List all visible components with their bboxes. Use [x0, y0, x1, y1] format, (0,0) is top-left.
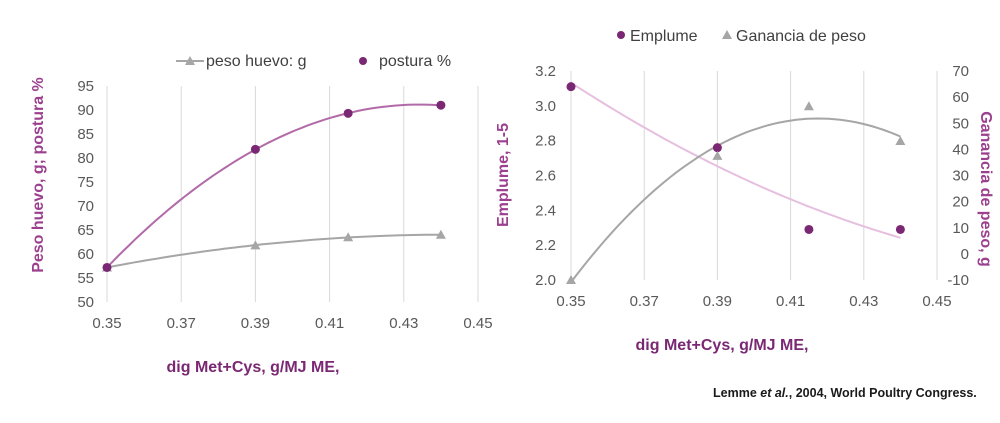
right-y2-tick-label: 60	[952, 89, 969, 106]
right-y-axis-title: Emplume, 1-5	[495, 123, 512, 227]
right-x-tick-label: 0.43	[849, 293, 878, 310]
left-y-tick-label: 90	[77, 102, 94, 119]
left-y-tick-label: 55	[77, 270, 94, 287]
right-y-tick-label: 2.4	[535, 202, 556, 219]
right-y-tick-label: 2.6	[535, 168, 556, 185]
right-y2-tick-labels: -10 0 10 20 30 40 50 60 70	[947, 63, 969, 289]
right-x-tick-label: 0.41	[776, 293, 805, 310]
legend-peso-huevo-triangle-icon	[185, 56, 195, 65]
right-chart: 0.35 0.37 0.39 0.41 0.43 0.45 2.0 2.2 2.4 2.6 2.8…	[495, 28, 994, 354]
left-data-point-triangle	[435, 229, 446, 239]
left-chart: 0.35 0.37 0.39 0.41 0.43 0.45 50 55 60 65 70 75 80 8…	[30, 53, 493, 376]
right-y2-tick-label: 30	[952, 168, 969, 185]
right-x-tick-label: 0.37	[630, 293, 659, 310]
left-y-tick-label: 95	[77, 78, 94, 95]
right-y-tick-label: 2.8	[535, 133, 556, 150]
left-data-point-triangle	[250, 240, 261, 250]
right-data-point-triangle	[712, 150, 723, 160]
right-data-point-triangle	[566, 275, 576, 284]
right-x-axis-title: dig Met+Cys, g/MJ ME,	[636, 337, 809, 354]
left-x-tick-label: 0.43	[389, 315, 418, 332]
right-y2-tick-label: 50	[952, 115, 969, 132]
left-data-point-triangle	[343, 232, 354, 242]
left-legend: peso huevo: g postura %	[176, 53, 451, 70]
right-y2-tick-label: 70	[952, 63, 969, 80]
left-markers	[102, 100, 446, 272]
left-y-axis-title: Peso huevo, g; postura %	[30, 77, 47, 273]
left-fit-line-1	[106, 103, 441, 269]
citation: Lemme et al., 2004, World Poultry Congre…	[713, 386, 977, 400]
left-x-tick-label: 0.41	[315, 315, 344, 332]
right-data-point-triangle	[895, 136, 906, 146]
right-x-tick-label: 0.45	[922, 293, 951, 310]
right-data-point-circle	[804, 224, 814, 234]
left-x-tick-labels: 0.35 0.37 0.39 0.41 0.43 0.45	[92, 315, 492, 332]
right-data-point-circle	[895, 224, 905, 234]
right-y-tick-label: 2.2	[535, 237, 556, 254]
right-y-tick-label: 2.0	[535, 272, 556, 289]
right-y2-tick-label: -10	[947, 272, 969, 289]
right-legend: Emplume Ganancia de peso	[617, 28, 866, 45]
left-x-axis-title: dig Met+Cys, g/MJ ME,	[167, 359, 340, 376]
right-y-tick-label: 3.2	[535, 63, 556, 80]
left-data-point-circle	[436, 100, 446, 110]
right-fit-lines	[570, 81, 901, 283]
right-y-tick-label: 3.0	[535, 98, 556, 115]
right-data-point-triangle	[803, 101, 814, 111]
left-y-tick-label: 85	[77, 126, 94, 143]
left-data-point-circle	[102, 262, 112, 272]
left-x-tick-label: 0.37	[167, 315, 196, 332]
left-gridlines	[106, 86, 479, 302]
left-y-tick-label: 80	[77, 150, 94, 167]
right-fit-line-0	[570, 81, 901, 239]
left-data-point-circle	[250, 144, 260, 154]
right-data-point-circle	[566, 82, 576, 92]
right-y-tick-labels: 2.0 2.2 2.4 2.6 2.8 3.0 3.2	[535, 63, 556, 289]
right-data-point-circle	[712, 143, 722, 153]
right-gridlines	[570, 71, 938, 280]
left-fit-lines	[106, 103, 441, 269]
right-y2-tick-label: 10	[952, 220, 969, 237]
citation-etal: et al.	[760, 386, 789, 400]
left-x-tick-label: 0.39	[241, 315, 270, 332]
right-y2-tick-label: 0	[961, 246, 969, 263]
left-y-tick-label: 50	[77, 294, 94, 311]
legend-postura-label: postura %	[379, 53, 451, 70]
legend-emplume-circle-icon	[617, 31, 625, 39]
citation-authors: Lemme	[713, 386, 757, 400]
legend-ganancia-triangle-icon	[722, 30, 732, 39]
left-fit-line-0	[106, 233, 441, 269]
left-x-tick-label: 0.35	[92, 315, 121, 332]
legend-emplume-label: Emplume	[630, 28, 698, 45]
legend-postura-circle-icon	[359, 57, 367, 65]
right-x-tick-label: 0.39	[703, 293, 732, 310]
legend-peso-huevo-label: peso huevo: g	[206, 53, 307, 70]
left-y-tick-label: 65	[77, 222, 94, 239]
right-y2-axis-title: Ganancia de peso, g	[977, 111, 994, 267]
left-y-tick-label: 75	[77, 174, 94, 191]
left-y-tick-labels: 50 55 60 65 70 75 80 85 90 95	[77, 78, 94, 311]
left-x-tick-label: 0.45	[463, 315, 492, 332]
right-markers	[566, 82, 906, 284]
left-y-tick-label: 60	[77, 246, 94, 263]
right-x-tick-labels: 0.35 0.37 0.39 0.41 0.43 0.45	[556, 293, 951, 310]
citation-rest: , 2004, World Poultry Congress.	[788, 386, 977, 400]
right-fit-line-1	[570, 117, 901, 283]
left-data-point-circle	[343, 108, 353, 118]
right-x-tick-label: 0.35	[556, 293, 585, 310]
left-y-tick-label: 70	[77, 198, 94, 215]
right-y2-tick-label: 40	[952, 141, 969, 158]
legend-ganancia-label: Ganancia de peso	[736, 28, 866, 45]
right-y2-tick-label: 20	[952, 194, 969, 211]
